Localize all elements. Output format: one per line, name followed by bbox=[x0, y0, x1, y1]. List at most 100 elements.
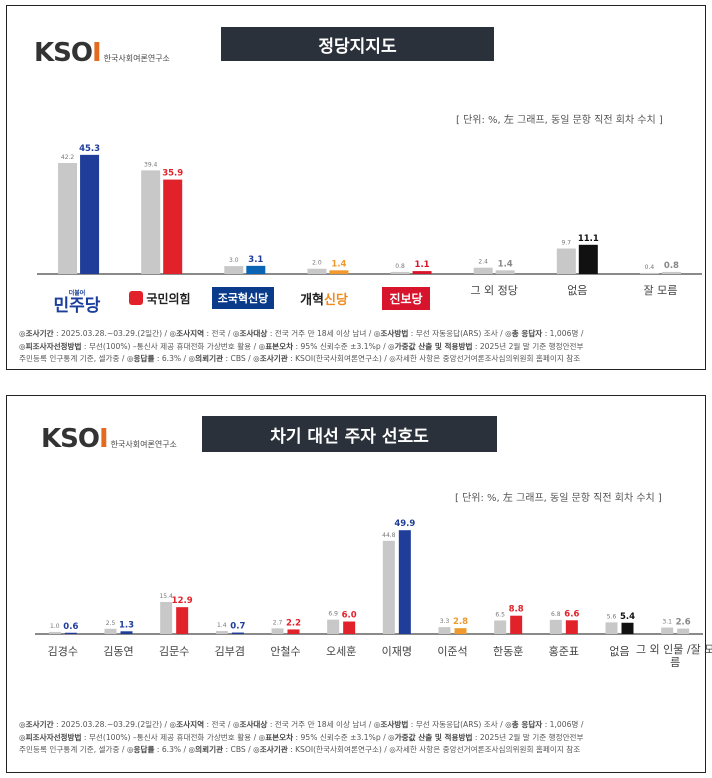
category-label: 한동훈 bbox=[492, 645, 524, 658]
party-label-jinbo-text: 진보당 bbox=[382, 286, 430, 310]
footnote-line-3: 주민등록 인구통계 기준, 셀가중 / ◎응답률 : 6.3% / ◎의뢰기관 … bbox=[19, 354, 581, 363]
bar-current bbox=[176, 607, 189, 634]
data-label-previous: 1.0 bbox=[50, 623, 60, 630]
data-label-current: 8.8 bbox=[509, 605, 524, 615]
category-label: 안철수 bbox=[270, 645, 301, 658]
bar-current bbox=[120, 631, 133, 634]
data-label-previous: 0.8 bbox=[395, 263, 405, 270]
logo-mark: KSOI bbox=[34, 38, 102, 68]
footnote-line-1: ◎조사기간 : 2025.03.28.~03.29.(2일간) / ◎조사지역 … bbox=[19, 720, 584, 729]
bar-previous bbox=[549, 619, 562, 634]
party-label-dp: 더불어 민주당 bbox=[37, 286, 117, 316]
ppp-logo-icon bbox=[129, 291, 144, 305]
bar-current bbox=[510, 615, 523, 634]
data-label-current: 1.3 bbox=[119, 620, 134, 630]
unit-note: [ 단위: %, 左 그래프, 동일 문항 직전 회차 수치 ] bbox=[455, 493, 662, 504]
bar-previous bbox=[382, 540, 395, 634]
bar-current bbox=[661, 271, 681, 274]
bar-previous bbox=[48, 631, 61, 634]
bar-current bbox=[329, 270, 349, 274]
data-label-current: 1.1 bbox=[415, 260, 430, 270]
bar-current bbox=[231, 632, 244, 634]
party-label-dp-main: 민주당 bbox=[53, 296, 101, 316]
bar-current bbox=[621, 622, 634, 634]
data-label-previous: 42.2 bbox=[61, 154, 75, 161]
party-support-chart: 42.2 45.3 39.4 35.9 3.0 3.1 2.0 1.4 0.8 1.1 2.4 1.4… bbox=[37, 144, 702, 275]
footnote-line-1: ◎조사기간 : 2025.03.28.~03.29.(2일간) / ◎조사지역 … bbox=[19, 329, 584, 338]
bar-current bbox=[64, 632, 77, 634]
bar-previous bbox=[224, 266, 244, 274]
category-label: 잘 모름 bbox=[643, 284, 678, 297]
bar-current bbox=[677, 628, 690, 634]
bar-previous bbox=[58, 163, 78, 274]
party-label-cc-text: 조국혁신당 bbox=[211, 287, 275, 309]
bar-current bbox=[454, 628, 467, 634]
candidate-preference-panel: KSOI 한국사회여론연구소 차기 대선 주자 선호도 [ 단위: %, 左 그… bbox=[6, 395, 712, 773]
data-label-current: 0.7 bbox=[230, 622, 245, 632]
data-label-current: 0.8 bbox=[664, 261, 679, 271]
survey-footnote: ◎조사기간 : 2025.03.28.~03.29.(2일간) / ◎조사지역 … bbox=[19, 328, 695, 366]
data-label-current: 5.4 bbox=[620, 612, 635, 622]
bar-previous bbox=[556, 248, 576, 274]
data-label-previous: 3.1 bbox=[662, 619, 672, 626]
bar-previous bbox=[271, 628, 284, 634]
data-label-current: 1.4 bbox=[331, 259, 346, 269]
bar-current bbox=[578, 244, 598, 274]
bar-current bbox=[80, 154, 100, 274]
category-label: 없음 bbox=[609, 645, 630, 658]
data-label-current: 2.2 bbox=[286, 618, 301, 628]
bar-previous bbox=[160, 601, 173, 634]
bar-current bbox=[287, 629, 300, 634]
bar-previous bbox=[605, 622, 618, 634]
party-label-reform: 개혁 신당 bbox=[285, 287, 363, 309]
chart-title: 차기 대선 주자 선호도 bbox=[202, 416, 497, 452]
bar-previous bbox=[639, 272, 659, 274]
bar-previous bbox=[141, 170, 161, 274]
category-label: 없음 bbox=[567, 284, 588, 297]
data-label-current: 35.9 bbox=[162, 169, 183, 179]
category-label: 이준석 bbox=[437, 645, 468, 658]
data-label-current: 6.0 bbox=[342, 611, 357, 621]
bar-previous bbox=[473, 267, 493, 274]
logo-mark: KSOI bbox=[41, 424, 109, 454]
bar-current bbox=[163, 179, 183, 274]
data-label-previous: 9.7 bbox=[562, 239, 572, 246]
party-label-ppp: 국민의힘 bbox=[115, 287, 205, 309]
data-label-previous: 1.4 bbox=[217, 622, 227, 629]
data-label-current: 49.9 bbox=[394, 519, 415, 529]
data-label-current: 3.1 bbox=[248, 255, 263, 265]
footnote-line-2: ◎피조사자선정방법 : 무선(100%) –통신사 제공 휴대전화 가상번호 활… bbox=[19, 732, 584, 742]
logo-subtitle: 한국사회여론연구소 bbox=[103, 54, 170, 63]
footnote-line-2: ◎피조사자선정방법 : 무선(100%) –통신사 제공 휴대전화 가상번호 활… bbox=[19, 341, 584, 351]
data-label-current: 2.6 bbox=[676, 618, 691, 628]
data-label-current: 45.3 bbox=[79, 144, 100, 154]
data-label-previous: 15.4 bbox=[159, 593, 173, 600]
party-label-jinbo: 진보당 bbox=[369, 286, 443, 310]
data-label-previous: 6.9 bbox=[328, 611, 338, 618]
data-label-current: 1.4 bbox=[498, 259, 513, 269]
data-label-current: 11.1 bbox=[578, 234, 599, 244]
data-label-current: 2.8 bbox=[453, 617, 468, 627]
data-label-current: 12.9 bbox=[172, 596, 193, 606]
category-label: 오세훈 bbox=[325, 645, 357, 658]
data-label-previous: 5.6 bbox=[607, 613, 617, 620]
category-label: 이재명 bbox=[381, 645, 413, 658]
category-label: 김문수 bbox=[158, 645, 190, 658]
bar-previous bbox=[307, 268, 327, 274]
party-support-panel: KSOI 한국사회여론연구소 정당지지도 [ 단위: %, 左 그래프, 동일 … bbox=[6, 5, 706, 370]
party-label-dp-small: 더불어 bbox=[68, 290, 86, 297]
party-label-cc: 조국혁신당 bbox=[203, 287, 283, 309]
data-label-previous: 2.7 bbox=[273, 619, 283, 626]
bar-current bbox=[398, 530, 411, 634]
category-label: 그 외 인물 /잘 모름 bbox=[635, 643, 712, 669]
data-label-current: 6.6 bbox=[564, 609, 579, 619]
candidate-preference-chart: 1.0 0.6 2.5 1.3 15.412.9 1.4 0.7 2.7 2.2 6.9 6.0 44… bbox=[35, 519, 703, 635]
bar-previous bbox=[215, 631, 228, 634]
bar-current bbox=[565, 620, 578, 634]
bar-previous bbox=[438, 627, 451, 634]
data-label-previous: 6.8 bbox=[551, 611, 561, 618]
data-label-previous: 2.4 bbox=[478, 259, 488, 266]
data-label-previous: 0.4 bbox=[645, 264, 655, 271]
category-label: 홍준표 bbox=[548, 645, 580, 658]
data-label-previous: 3.3 bbox=[440, 618, 450, 625]
